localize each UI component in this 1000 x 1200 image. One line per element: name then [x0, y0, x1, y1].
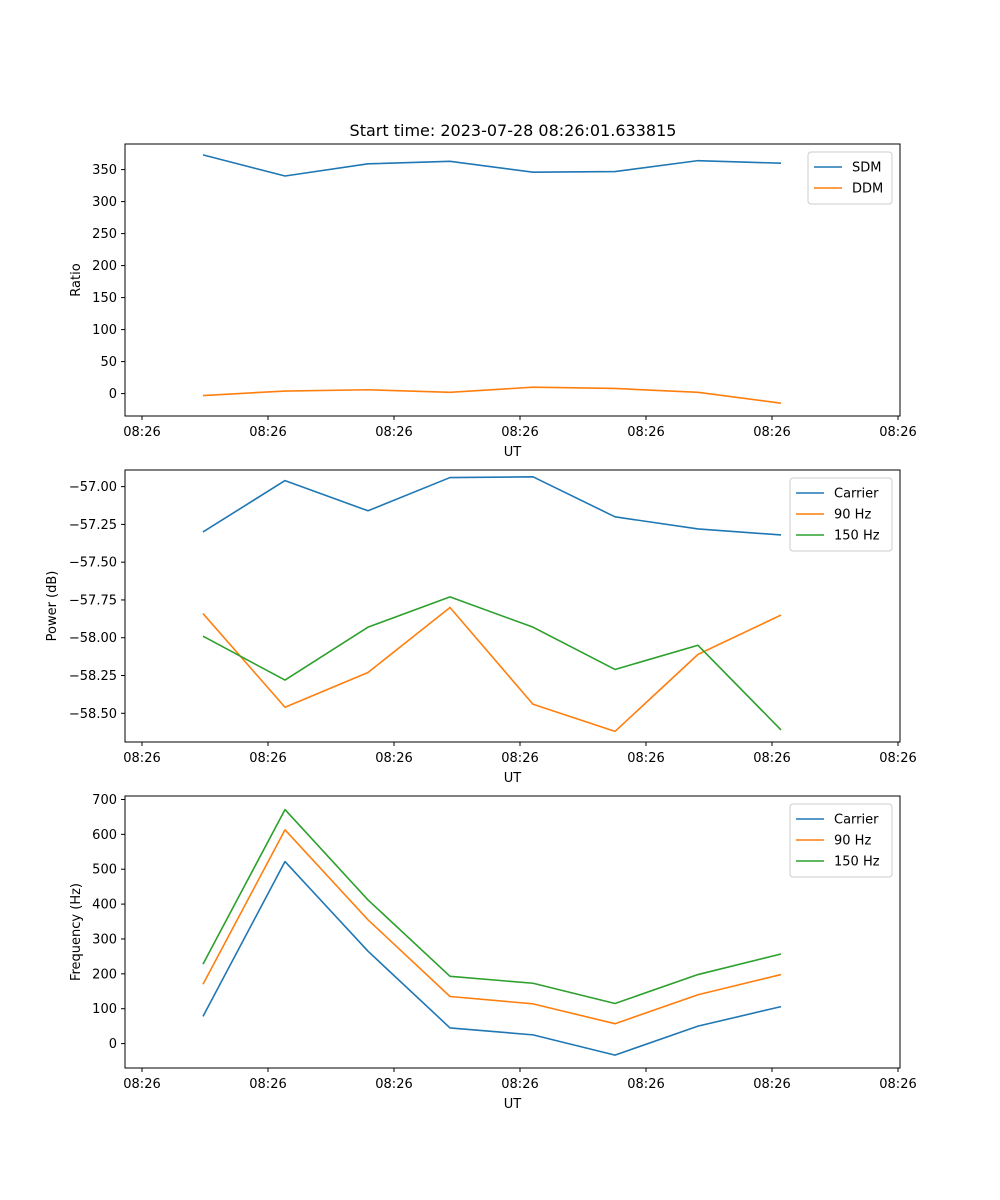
x-tick-label: 08:26	[879, 1077, 916, 1092]
x-axis-label: UT	[504, 445, 522, 460]
frequency-panel: 0 100 200 300 400 500 600 700 08:26 08:26 08:26 08:…	[69, 793, 917, 1112]
x-tick-label: 08:26	[753, 425, 790, 440]
series-line-150-hz	[202, 596, 782, 731]
x-tick-label: 08:26	[627, 751, 664, 766]
legend-box	[807, 151, 893, 205]
axes-frame	[124, 143, 901, 417]
series-line-90-hz	[202, 606, 782, 733]
y-tick-label: 700	[92, 793, 117, 808]
y-tick-label: 300	[92, 195, 117, 210]
legend-label: SDM	[852, 161, 881, 176]
legend-label: 150 Hz	[834, 529, 880, 544]
y-tick-label: 600	[92, 828, 117, 843]
y-tick-label: −58.50	[69, 707, 117, 722]
y-tick-label: 150	[92, 291, 117, 306]
y-tick-label: 500	[92, 863, 117, 878]
x-tick-label: 08:26	[753, 1077, 790, 1092]
x-tick-label: 08:26	[249, 1077, 286, 1092]
y-tick-label: −58.00	[69, 631, 117, 646]
series-line-150-hz	[202, 808, 782, 1005]
legend-label: 90 Hz	[834, 834, 871, 849]
y-tick-label: −57.75	[69, 593, 117, 608]
x-tick-label: 08:26	[123, 425, 160, 440]
legend-label: 150 Hz	[834, 855, 880, 870]
legend-box	[789, 803, 893, 878]
x-tick-label: 08:26	[501, 425, 538, 440]
power-panel: −57.00 −57.25 −57.50 −57.75 −58.00 −58.25 −58.…	[45, 469, 917, 786]
x-tick-label: 08:26	[123, 751, 160, 766]
x-tick-label: 08:26	[627, 425, 664, 440]
x-tick-label: 08:26	[753, 751, 790, 766]
series-line-sdm	[202, 154, 782, 177]
y-tick-label: 400	[92, 898, 117, 913]
y-tick-label: 200	[92, 967, 117, 982]
y-tick-label: 250	[92, 227, 117, 242]
x-tick-label: 08:26	[249, 751, 286, 766]
x-tick-label: 08:26	[501, 751, 538, 766]
series-line-carrier	[202, 860, 782, 1056]
x-axis-label: UT	[504, 771, 522, 786]
series-line-90-hz	[202, 829, 782, 1025]
y-tick-label: 50	[100, 355, 117, 370]
x-tick-label: 08:26	[501, 1077, 538, 1092]
x-tick-label: 08:26	[375, 425, 412, 440]
y-axis-label: Frequency (Hz)	[69, 883, 84, 981]
y-axis-label: Ratio	[69, 263, 84, 296]
x-tick-label: 08:26	[879, 751, 916, 766]
y-tick-label: −57.00	[69, 480, 117, 495]
legend-box	[789, 477, 893, 552]
legend-label: 90 Hz	[834, 508, 871, 523]
x-tick-label: 08:26	[879, 425, 916, 440]
chart-title: Start time: 2023-07-28 08:26:01.633815	[350, 121, 677, 140]
axes-frame	[124, 469, 901, 743]
y-tick-label: 200	[92, 259, 117, 274]
y-tick-label: 100	[92, 1002, 117, 1017]
x-axis-label: UT	[504, 1097, 522, 1112]
legend-label: DDM	[852, 182, 883, 197]
x-tick-label: 08:26	[627, 1077, 664, 1092]
y-tick-label: 0	[109, 387, 117, 402]
x-tick-label: 08:26	[123, 1077, 160, 1092]
y-tick-label: −57.25	[69, 518, 117, 533]
y-tick-label: 100	[92, 323, 117, 338]
x-tick-label: 08:26	[375, 1077, 412, 1092]
y-tick-label: 300	[92, 932, 117, 947]
y-tick-label: −57.50	[69, 556, 117, 571]
x-tick-label: 08:26	[375, 751, 412, 766]
legend-label: Carrier	[834, 487, 879, 502]
y-axis-label: Power (dB)	[45, 571, 60, 642]
y-tick-label: 350	[92, 163, 117, 178]
y-tick-label: 0	[109, 1037, 117, 1052]
legend-label: Carrier	[834, 813, 879, 828]
y-tick-label: −58.25	[69, 669, 117, 684]
axes-frame	[124, 795, 901, 1069]
x-tick-label: 08:26	[249, 425, 286, 440]
series-line-ddm	[202, 386, 782, 404]
ratio-panel: 0 50 100 150 200 250 300 350 08:26 08:26 08:26 08:2…	[69, 143, 917, 460]
series-line-carrier	[202, 475, 782, 536]
